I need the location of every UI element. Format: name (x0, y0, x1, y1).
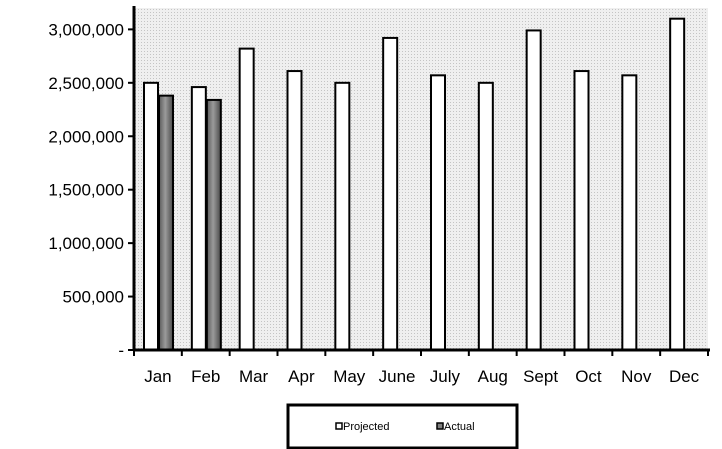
x-tick-label-feb: Feb (191, 367, 220, 386)
bar-projected-jan (143, 81, 159, 351)
legend-swatch-projected (335, 422, 343, 430)
y-tick-label: - (118, 341, 124, 360)
bar-projected-apr (286, 70, 303, 352)
bar-actual-jan (158, 94, 174, 351)
x-tick-label-oct: Oct (575, 367, 602, 386)
y-tick-label: 1,500,000 (48, 181, 124, 200)
axes-group (128, 6, 710, 356)
bar-projected-july (430, 74, 446, 352)
bar-projected-oct (573, 70, 590, 352)
x-tick-label-july: July (430, 367, 461, 386)
x-tick-label-dec: Dec (669, 367, 700, 386)
y-tick-label: 3,000,000 (48, 20, 124, 39)
bar-projected-nov (621, 74, 638, 352)
legend-label-actual: Actual (444, 421, 475, 433)
legend-swatch-actual (436, 422, 444, 430)
legend-box (286, 403, 519, 449)
x-tick-label-mar: Mar (239, 367, 269, 386)
legend: Projected Actual (286, 403, 519, 449)
x-tick-label-aug: Aug (478, 367, 508, 386)
plot-area (134, 8, 708, 350)
y-tick-labels: - 500,000 1,000,000 1,500,000 2,000,000 2,500… (48, 20, 124, 360)
x-tick-label-sept: Sept (523, 367, 558, 386)
x-tick-label-may: May (333, 367, 366, 386)
legend-label-projected: Projected (343, 421, 389, 433)
x-tick-label-june: June (379, 367, 416, 386)
bar-projected-june (382, 36, 399, 352)
bar-projected-aug (477, 81, 494, 351)
y-tick-label: 2,000,000 (48, 127, 124, 146)
bar-projected-dec (669, 17, 686, 351)
y-tick-label: 2,500,000 (48, 74, 124, 93)
bar-projected-mar (238, 47, 255, 352)
x-tick-label-nov: Nov (621, 367, 652, 386)
bar-projected-feb (190, 86, 207, 352)
bar-projected-sept (525, 29, 542, 351)
bar-actual-feb (205, 98, 222, 351)
y-tick-label: 500,000 (63, 288, 124, 307)
x-tick-label-jan: Jan (144, 367, 171, 386)
x-tick-label-apr: Apr (288, 367, 315, 386)
x-tick-labels: Jan Feb Mar Apr May June July Aug Sept Oct Nov Dec (144, 367, 699, 386)
y-tick-label: 1,000,000 (48, 234, 124, 253)
bar-projected-may (334, 81, 351, 351)
